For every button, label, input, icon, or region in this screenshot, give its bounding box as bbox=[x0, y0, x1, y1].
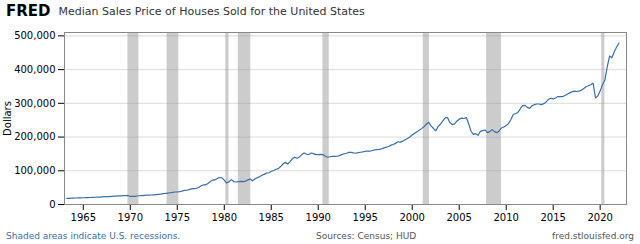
svg-text:300,000: 300,000 bbox=[14, 98, 55, 109]
svg-text:0: 0 bbox=[49, 199, 55, 210]
html-text:Sources: Census; HUD: Sources: Census; HUD bbox=[316, 231, 417, 241]
svg-text:500,000: 500,000 bbox=[14, 30, 55, 41]
svg-text:100,000: 100,000 bbox=[14, 165, 55, 176]
svg-text:Dollars: Dollars bbox=[2, 101, 13, 136]
svg-text:1995: 1995 bbox=[353, 212, 378, 223]
svg-text:1980: 1980 bbox=[212, 212, 237, 223]
svg-text:2010: 2010 bbox=[493, 212, 518, 223]
svg-text:200,000: 200,000 bbox=[14, 131, 55, 142]
svg-text:400,000: 400,000 bbox=[14, 64, 55, 75]
svg-text:1975: 1975 bbox=[165, 212, 190, 223]
html-text:Shaded areas indicate U.S. rec: Shaded areas indicate U.S. recessions. bbox=[6, 231, 181, 241]
html-text:Median Sales Price of Houses S: Median Sales Price of Houses Sold for th… bbox=[58, 4, 365, 18]
html-text:fred.stlouisfed.org: fred.stlouisfed.org bbox=[552, 231, 634, 241]
svg-text:2015: 2015 bbox=[540, 212, 565, 223]
svg-text:2000: 2000 bbox=[399, 212, 424, 223]
svg-text:1965: 1965 bbox=[71, 212, 96, 223]
svg-text:1985: 1985 bbox=[259, 212, 284, 223]
svg-text:2005: 2005 bbox=[446, 212, 471, 223]
html-text:FRED: FRED bbox=[6, 2, 51, 20]
svg-text:1970: 1970 bbox=[118, 212, 143, 223]
svg-text:1990: 1990 bbox=[306, 212, 331, 223]
svg-text:2020: 2020 bbox=[587, 212, 612, 223]
